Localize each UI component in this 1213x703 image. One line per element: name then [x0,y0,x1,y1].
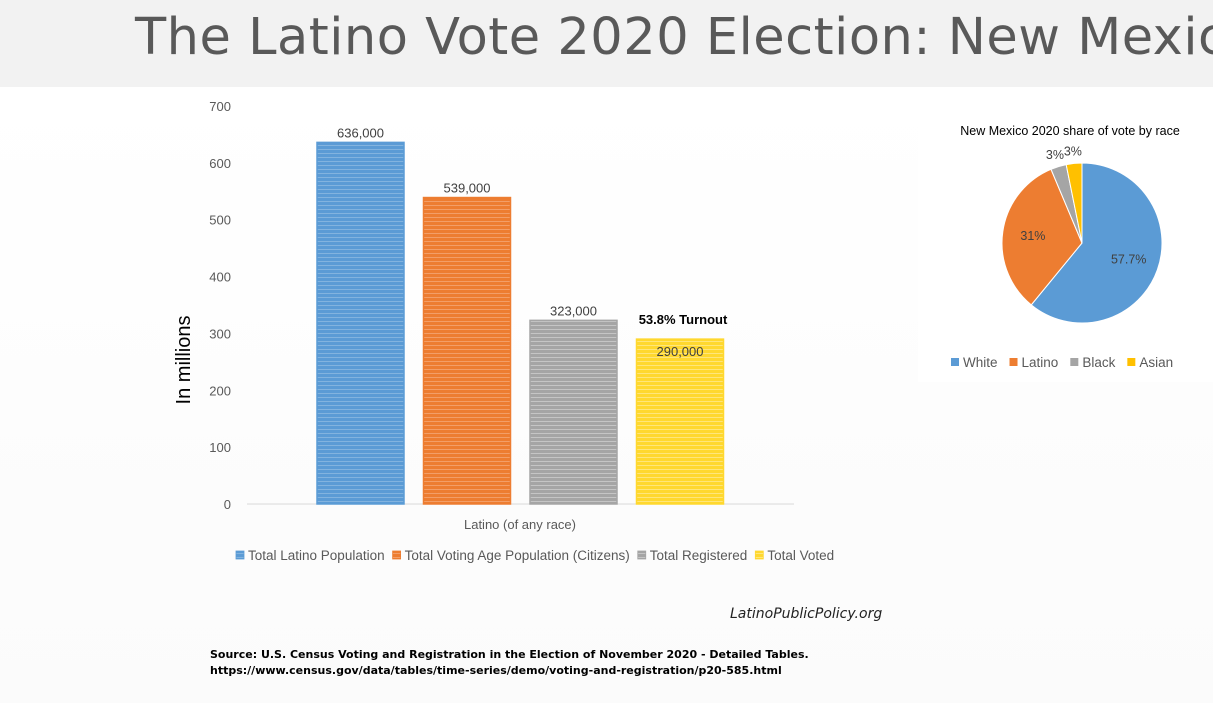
pie-value-label: 3% [1046,148,1064,162]
pie-slices [1001,162,1163,324]
y-tick-label: 600 [209,156,231,171]
pie-slice-asian [1065,162,1083,244]
bar-legend: Total Latino Population Total Voting Age … [235,548,834,563]
source-line-1: Source: U.S. Census Voting and Registrat… [210,648,809,661]
y-tick-label: 700 [209,99,231,114]
legend-label: Asian [1139,355,1173,370]
source-url: https://www.census.gov/data/tables/time-… [210,664,782,677]
legend-label: White [963,355,998,370]
legend-swatch [235,550,245,560]
title-band [0,0,1213,87]
bar-chart: 0 100 200 300 400 500 600 700 In millions 636,0… [173,99,834,563]
pie-slice-white [1030,162,1163,324]
bar-data-labels: 636,000 539,000 323,000 290,000 [337,125,704,359]
legend-swatch [1009,358,1018,366]
legend-label: Total Registered [650,548,748,563]
bar-total-voted [635,338,725,505]
y-tick-label: 400 [209,270,231,285]
legend-label: Total Voted [767,548,834,563]
legend-swatch [1070,358,1079,366]
bar-value-label: 539,000 [444,181,491,196]
y-tick-label: 0 [224,497,231,512]
y-tick-label: 100 [209,440,231,455]
legend-label: Latino [1022,355,1059,370]
legend-swatch [392,550,402,560]
legend-label: Black [1082,355,1115,370]
legend-label: Total Latino Population [248,548,385,563]
bar-value-label: 323,000 [550,303,597,318]
bar-total-latino-population [316,141,405,505]
pie-legend: White Latino Black Asian [951,355,1173,370]
bar-value-label: 636,000 [337,125,384,140]
page-title: The Latino Vote 2020 Election: New Mexic… [135,8,1213,67]
site-credit: LatinoPublicPolicy.org [730,606,883,622]
y-tick-label: 500 [209,213,231,228]
y-tick-label: 300 [209,326,231,341]
bar-total-registered [529,319,618,505]
y-tick-label: 200 [209,383,231,398]
pie-slice-latino [1001,168,1083,306]
legend-swatch [951,358,959,366]
pie-value-label: 3% [1064,144,1082,158]
bar-total-voting-age-population-citizens [422,196,512,505]
turnout-annotation: 53.8% Turnout [639,312,728,327]
y-axis-ticks: 0 100 200 300 400 500 600 700 [209,99,231,512]
pie-value-label: 31% [1020,229,1045,243]
bar-series-group [316,141,725,505]
pie-value-label: 57.7% [1111,253,1146,267]
legend-swatch [637,550,647,560]
x-category-label: Latino (of any race) [464,517,576,532]
y-axis-label: In millions [173,316,195,405]
pie-title: New Mexico 2020 share of vote by race [960,124,1180,138]
legend-label: Total Voting Age Population (Citizens) [405,548,630,563]
pie-chart: New Mexico 2020 share of vote by race 57… [951,124,1180,370]
legend-swatch [754,550,764,560]
bar-value-label: 290,000 [657,344,704,359]
legend-swatch [1127,358,1136,366]
pie-data-labels: 57.7% 31% 3% 3% [1020,144,1146,266]
source-note: Source: U.S. Census Voting and Registrat… [210,647,809,679]
